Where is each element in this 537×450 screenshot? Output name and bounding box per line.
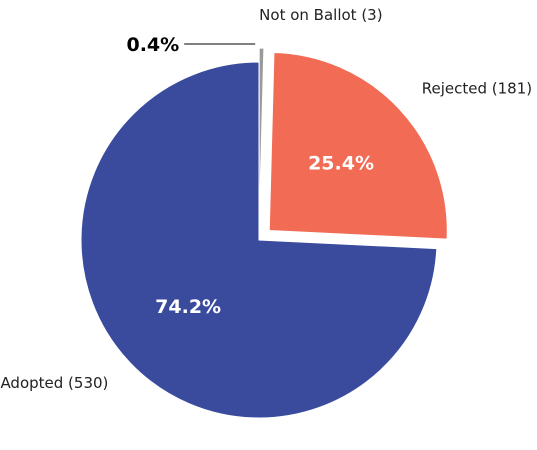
pie-slices [80,47,448,419]
pie-slice-rejected [268,52,448,240]
percent-label-rejected: 25.4% [308,152,374,174]
pie-slice-adopted [80,61,438,419]
percent-label-adopted: 74.2% [155,296,221,318]
pie-slice-not-on-ballot [258,47,265,227]
percent-label-not-on-ballot: 0.4% [126,34,179,56]
category-label-adopted: Adopted (530) [0,374,108,392]
category-label-rejected: Rejected (181) [422,80,532,98]
category-label-not-on-ballot: Not on Ballot (3) [259,6,382,24]
pie-labels: Adopted (530) 74.2% Rejected (181) 25.4% Not… [0,6,532,392]
